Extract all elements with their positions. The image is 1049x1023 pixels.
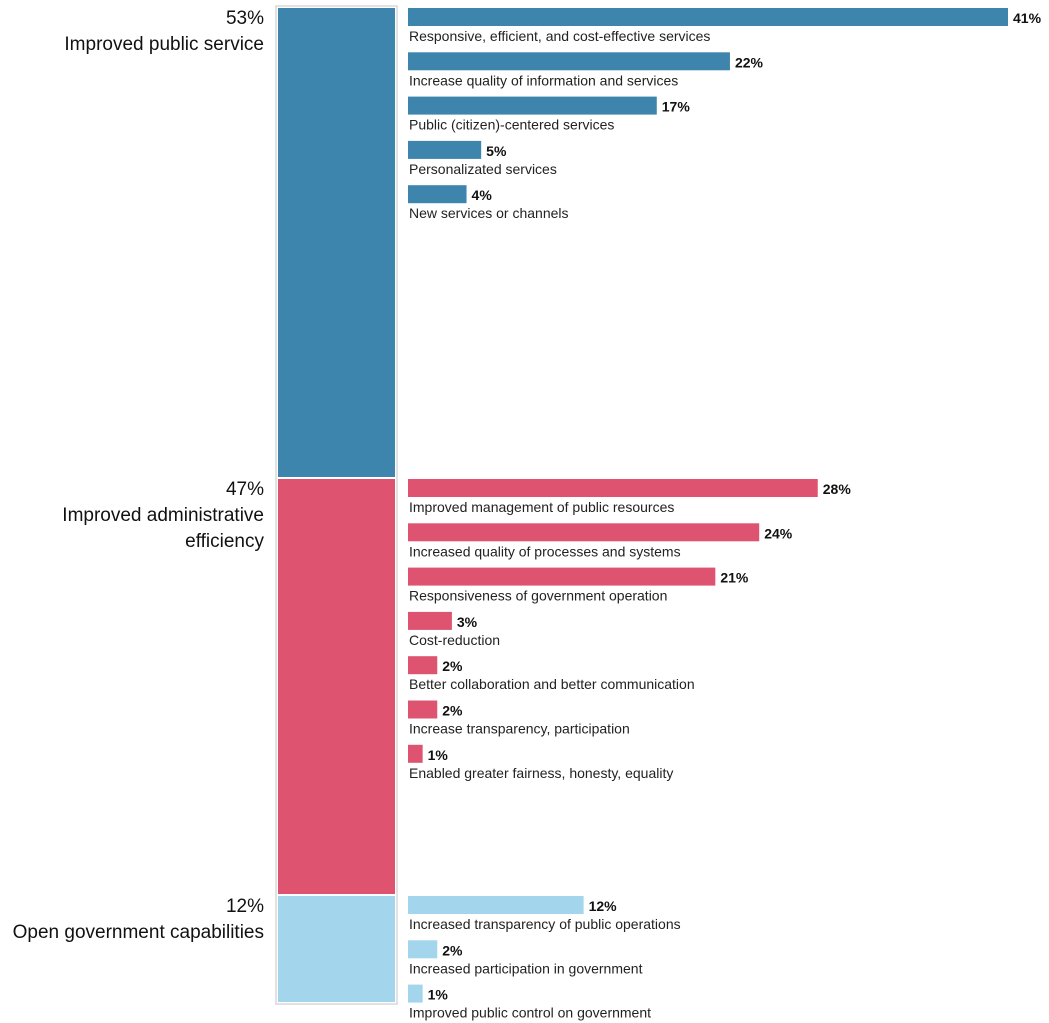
bar-value-label: 41% — [1013, 10, 1042, 26]
bar-value-label: 3% — [457, 614, 478, 630]
bar — [408, 523, 760, 542]
bar-value-label: 2% — [442, 658, 463, 674]
bar-category-label: Cost-reduction — [409, 632, 500, 648]
bar-value-label: 12% — [589, 898, 618, 914]
bar-category-label: Improved public control on government — [409, 1005, 651, 1021]
bar — [408, 479, 818, 497]
bar-category-label: Responsiveness of government operation — [409, 588, 667, 604]
bar-category-label: Better collaboration and better communic… — [409, 676, 695, 692]
group-label: efficiency — [185, 531, 264, 552]
bar — [408, 940, 438, 959]
bar — [408, 656, 438, 675]
bar — [408, 744, 423, 763]
bar-category-label: Increased participation in government — [409, 960, 643, 976]
bar-value-label: 17% — [662, 99, 691, 115]
group-percent: 47% — [226, 479, 264, 500]
bar — [408, 96, 657, 115]
bar-value-label: 4% — [472, 187, 493, 203]
bar-value-label: 28% — [823, 481, 852, 497]
bar — [408, 984, 423, 1003]
bar — [408, 52, 730, 71]
bar-value-label: 1% — [428, 987, 449, 1003]
bar-value-label: 22% — [735, 54, 764, 70]
stack-segment — [278, 8, 395, 477]
group-label: Improved public service — [64, 34, 264, 55]
bar-value-label: 1% — [428, 747, 449, 763]
bar — [408, 896, 584, 914]
bar-value-label: 5% — [486, 143, 507, 159]
bar — [408, 185, 467, 204]
bar — [408, 8, 1008, 26]
bar-category-label: New services or channels — [409, 205, 569, 221]
bar-value-label: 2% — [442, 703, 463, 719]
bar — [408, 140, 482, 159]
group-label: Improved administrative — [62, 505, 264, 526]
bar-value-label: 2% — [442, 942, 463, 958]
bar-category-label: Responsive, efficient, and cost-effectiv… — [409, 28, 710, 44]
group-label: Open government capabilities — [13, 922, 264, 943]
bar-category-label: Increase quality of information and serv… — [409, 72, 678, 88]
bar — [408, 700, 438, 719]
stack-segment — [278, 896, 395, 1002]
stack-segment — [278, 479, 395, 894]
bar — [408, 611, 452, 630]
bar — [408, 567, 716, 586]
bar-value-label: 24% — [764, 525, 793, 541]
bar-category-label: Increase transparency, participation — [409, 721, 630, 737]
bar-category-label: Improved management of public resources — [409, 499, 674, 515]
bar-category-label: Enabled greater fairness, honesty, equal… — [409, 765, 673, 781]
bar-category-label: Personalizated services — [409, 161, 557, 177]
bar-category-label: Increased quality of processes and syste… — [409, 543, 681, 559]
group-percent: 12% — [226, 896, 264, 917]
bar-value-label: 21% — [720, 570, 749, 586]
group-percent: 53% — [226, 8, 264, 29]
bar-category-label: Increased transparency of public operati… — [409, 916, 681, 932]
bar-category-label: Public (citizen)-centered services — [409, 117, 614, 133]
